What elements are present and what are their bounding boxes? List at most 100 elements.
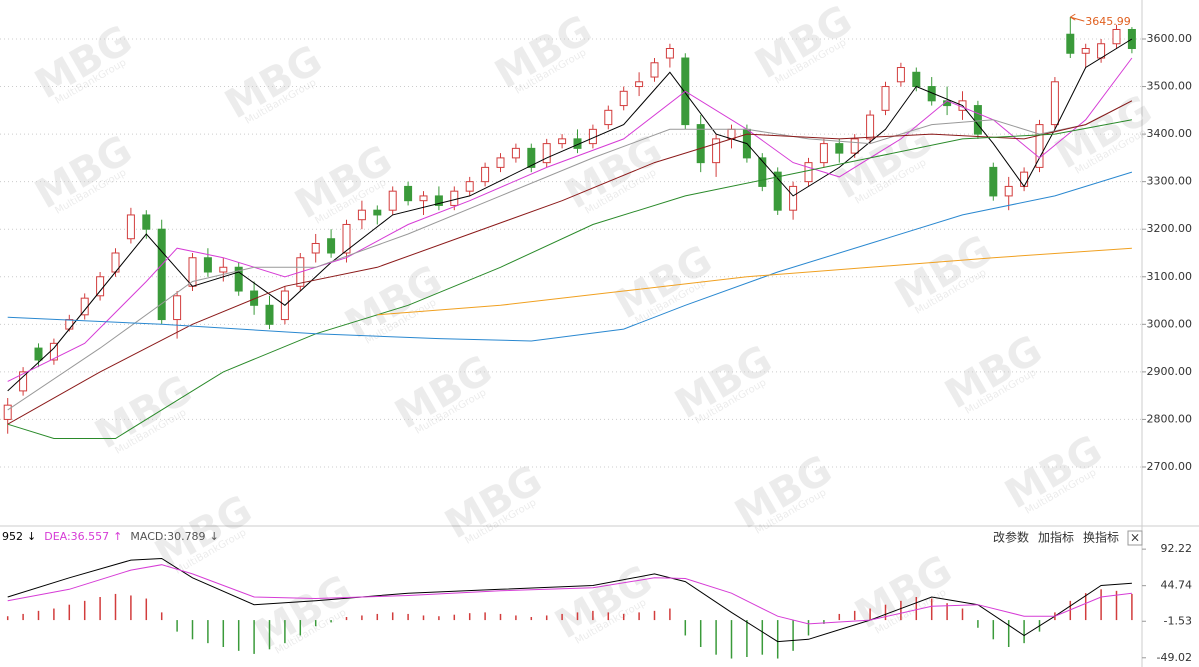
annotation: 3645.99 bbox=[1085, 15, 1131, 28]
candle-body bbox=[542, 143, 551, 164]
candle-body bbox=[219, 266, 228, 273]
candle-body bbox=[1097, 43, 1106, 59]
candle-body bbox=[481, 166, 490, 183]
toolbar-button[interactable]: 换指标 bbox=[1083, 530, 1119, 545]
candle-body bbox=[881, 86, 890, 111]
indicator-arrow: ↓ bbox=[27, 530, 36, 543]
candle-body bbox=[604, 109, 613, 126]
candle-body bbox=[357, 209, 366, 221]
candle-body bbox=[866, 114, 875, 140]
y-tick-label: 92.22 bbox=[1161, 542, 1193, 555]
y-tick-label: 3200.00 bbox=[1147, 222, 1193, 235]
candle-body bbox=[573, 138, 582, 149]
candle-body bbox=[3, 404, 12, 420]
candle-body bbox=[665, 48, 674, 59]
candle-body bbox=[173, 295, 182, 321]
indicator-arrow: ↓ bbox=[210, 530, 219, 543]
candle-body bbox=[234, 266, 243, 292]
candle-body bbox=[203, 257, 212, 273]
candle-body bbox=[434, 195, 443, 206]
y-tick-label: 3400.00 bbox=[1147, 127, 1193, 140]
candle-body bbox=[804, 162, 813, 183]
ma-line bbox=[7, 100, 1133, 425]
candle-body bbox=[650, 62, 659, 78]
candle-body bbox=[1035, 124, 1044, 168]
candle-body bbox=[727, 128, 736, 140]
candle-body bbox=[712, 138, 721, 164]
y-tick-label: 2900.00 bbox=[1147, 365, 1193, 378]
candle-body bbox=[696, 124, 705, 164]
indicator-label: MACD:30.789 bbox=[130, 530, 205, 543]
y-tick-label: -49.02 bbox=[1157, 651, 1192, 664]
candle-body bbox=[142, 214, 151, 230]
candle-body bbox=[311, 242, 320, 254]
candle-body bbox=[157, 228, 166, 321]
y-tick-label: 3100.00 bbox=[1147, 270, 1193, 283]
y-tick-label: 2700.00 bbox=[1147, 460, 1193, 473]
indicator-label: 952 bbox=[2, 530, 23, 543]
ma-line bbox=[7, 171, 1133, 342]
candle-body bbox=[835, 143, 844, 154]
candle-body bbox=[789, 185, 798, 211]
candle-body bbox=[619, 90, 628, 107]
candle-body bbox=[973, 105, 982, 135]
candle-body bbox=[450, 190, 459, 206]
candle-body bbox=[1004, 185, 1013, 197]
candle-body bbox=[635, 81, 644, 88]
ma-line bbox=[7, 119, 1132, 439]
candle-body bbox=[558, 138, 567, 145]
candle-body bbox=[1127, 28, 1136, 50]
candle-body bbox=[511, 147, 520, 159]
y-tick-label: 3500.00 bbox=[1147, 80, 1193, 93]
candle-body bbox=[265, 304, 274, 325]
candle-body bbox=[527, 147, 536, 168]
y-tick-label: 44.74 bbox=[1161, 579, 1193, 592]
annotation-arrow bbox=[1070, 13, 1085, 22]
ma-line bbox=[7, 57, 1133, 382]
y-tick-label: 2800.00 bbox=[1147, 412, 1193, 425]
candle-body bbox=[1020, 171, 1029, 187]
close-box[interactable] bbox=[1127, 530, 1143, 546]
candle-body bbox=[850, 138, 859, 154]
ma-line bbox=[7, 38, 1133, 392]
candle-body bbox=[126, 214, 135, 240]
candle-body bbox=[773, 171, 782, 211]
candle-body bbox=[34, 347, 43, 361]
candle-body bbox=[896, 67, 905, 83]
candle-body bbox=[819, 143, 828, 164]
candle-body bbox=[496, 157, 505, 168]
y-tick-label: 3300.00 bbox=[1147, 175, 1193, 188]
candle-body bbox=[1066, 33, 1075, 54]
candle-body bbox=[342, 223, 351, 254]
toolbar-button[interactable]: 加指标 bbox=[1038, 530, 1074, 545]
candle-body bbox=[1050, 81, 1059, 126]
indicator-arrow: ↑ bbox=[113, 530, 122, 543]
y-tick-label: -1.53 bbox=[1164, 614, 1192, 627]
y-tick-label: 3000.00 bbox=[1147, 317, 1193, 330]
candle-body bbox=[404, 185, 413, 202]
y-tick-label: 3600.00 bbox=[1147, 32, 1193, 45]
ma-line bbox=[7, 564, 1132, 625]
candle-body bbox=[388, 190, 397, 211]
candle-body bbox=[327, 238, 336, 254]
candle-body bbox=[1081, 48, 1090, 54]
ma-line bbox=[377, 247, 1132, 316]
ma-line bbox=[7, 100, 1133, 411]
candle-body bbox=[373, 209, 382, 216]
candle-body bbox=[419, 195, 428, 202]
candle-body bbox=[758, 157, 767, 187]
candle-body bbox=[96, 276, 105, 297]
candle-body bbox=[1112, 28, 1121, 45]
candle-body bbox=[19, 371, 28, 392]
close-button[interactable]: × bbox=[1130, 531, 1140, 545]
candle-body bbox=[65, 319, 74, 330]
candle-body bbox=[250, 290, 259, 306]
candle-body bbox=[465, 181, 474, 192]
candle-body bbox=[927, 86, 936, 102]
candle-body bbox=[989, 166, 998, 197]
toolbar-button[interactable]: 改参数 bbox=[993, 530, 1029, 545]
indicator-label: DEA:36.557 bbox=[44, 530, 109, 543]
candle-body bbox=[912, 71, 921, 88]
